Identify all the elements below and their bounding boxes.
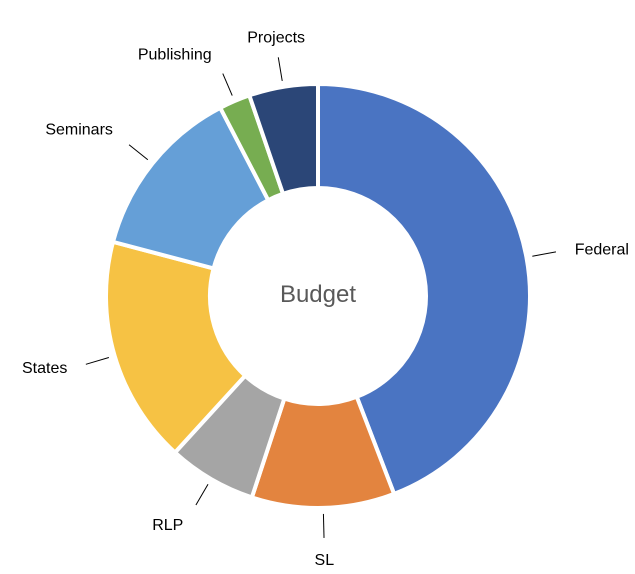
donut-slices [104,81,532,510]
leader-line-publishing [222,73,233,96]
label-sl: SL [315,552,335,569]
chart-title: Budget [280,281,356,308]
label-publishing: Publishing [138,47,212,64]
label-states: States [22,360,67,377]
slice-federal [316,81,532,497]
slice-projects [246,81,320,197]
slice-states [104,239,248,456]
label-rlp: RLP [152,517,183,534]
category-labels: Federal SL RLP States Seminars Publishing Proj… [22,29,629,568]
label-projects: Projects [247,29,305,46]
leader-line-sl [322,513,325,538]
label-federal: Federal [575,241,629,258]
leader-line-federal [532,251,557,257]
label-seminars: Seminars [45,122,113,139]
leader-line-states [85,357,110,365]
leader-line-projects [277,57,283,82]
leader-line-rlp [195,483,209,506]
leader-line-seminars [128,144,149,161]
label-leader-lines [85,57,557,538]
